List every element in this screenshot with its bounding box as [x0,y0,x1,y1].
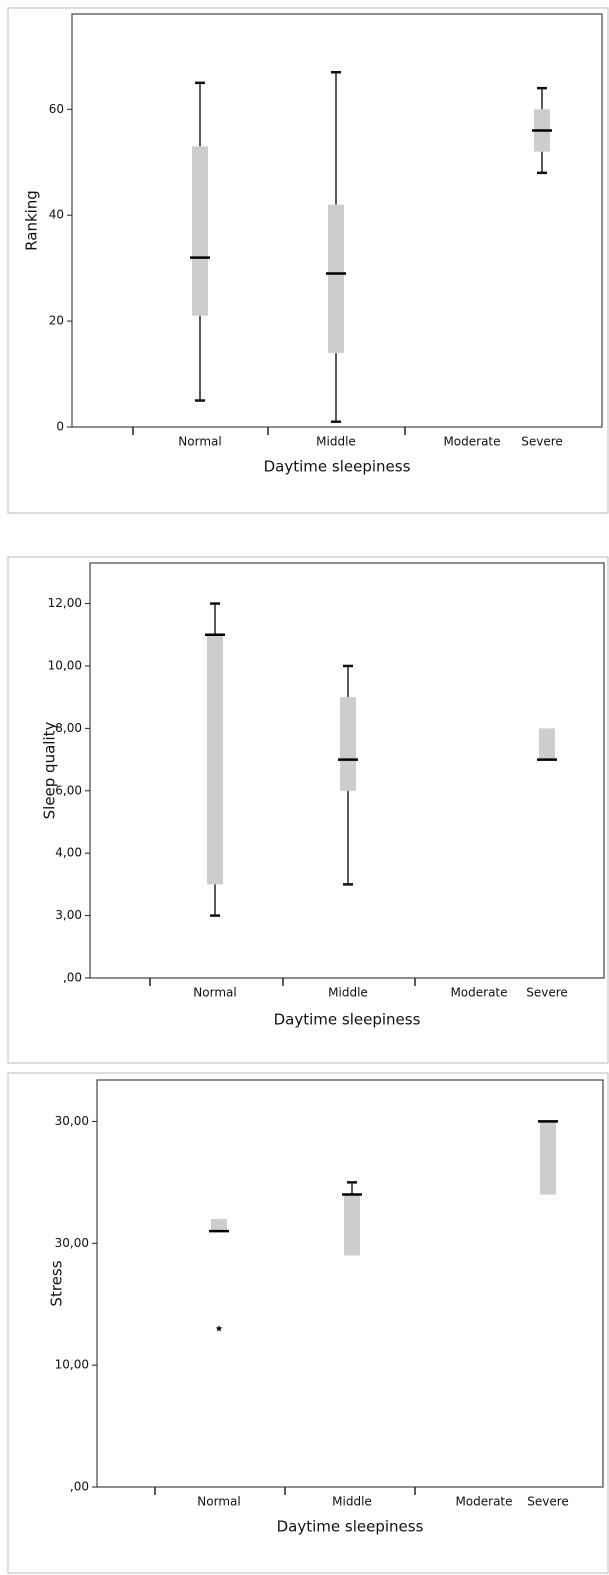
box [211,1218,227,1232]
plot-area [96,1079,604,1488]
box [340,697,356,791]
x-tick-label: Moderate [455,1495,512,1509]
x-tick-label: Middle [332,1495,372,1509]
y-tick-label: 40 [49,208,64,222]
y-axis-title: Ranking [23,190,41,251]
box [344,1194,360,1256]
x-tick-label: Middle [316,435,356,449]
y-tick-label: ,00 [63,971,82,985]
y-tick-label: 4,00 [55,846,82,860]
box [539,728,555,760]
y-tick-label: 3,00 [55,908,82,922]
chart-frame [7,1072,609,1574]
box [192,146,208,316]
y-tick-label: 30,00 [55,1236,89,1250]
x-tick-label: Severe [526,986,568,1000]
x-tick-label: Normal [193,986,236,1000]
y-tick-label: 8,00 [55,721,82,735]
x-tick-label: Moderate [450,986,507,1000]
x-axis-title: Daytime sleepiness [277,1518,424,1536]
y-tick-label: 12,00 [48,596,82,610]
plot-area [71,13,603,428]
y-tick-label: ,00 [70,1480,89,1494]
x-tick-label: Normal [197,1495,240,1509]
x-axis-title: Daytime sleepiness [264,458,411,476]
box [328,204,344,353]
y-tick-label: 20 [49,314,64,328]
x-tick-label: Moderate [443,435,500,449]
x-tick-label: Severe [527,1495,569,1509]
y-tick-label: 10,00 [55,1358,89,1372]
chart-frame [7,7,609,514]
box [207,634,223,885]
x-tick-label: Normal [178,435,221,449]
y-tick-label: 60 [49,102,64,116]
y-tick-label: 30,00 [55,1114,89,1128]
x-tick-label: Severe [521,435,563,449]
outlier [215,1325,223,1332]
box [540,1121,556,1195]
y-axis-title: Sleep quality [41,722,59,820]
plot-area [89,562,605,979]
x-tick-label: Middle [328,986,368,1000]
y-tick-label: 10,00 [48,658,82,672]
y-tick-label: 0 [56,420,64,434]
x-axis-title: Daytime sleepiness [274,1011,421,1029]
chart-frame [7,556,609,1064]
y-axis-title: Stress [48,1260,66,1306]
y-tick-label: 6,00 [55,783,82,797]
